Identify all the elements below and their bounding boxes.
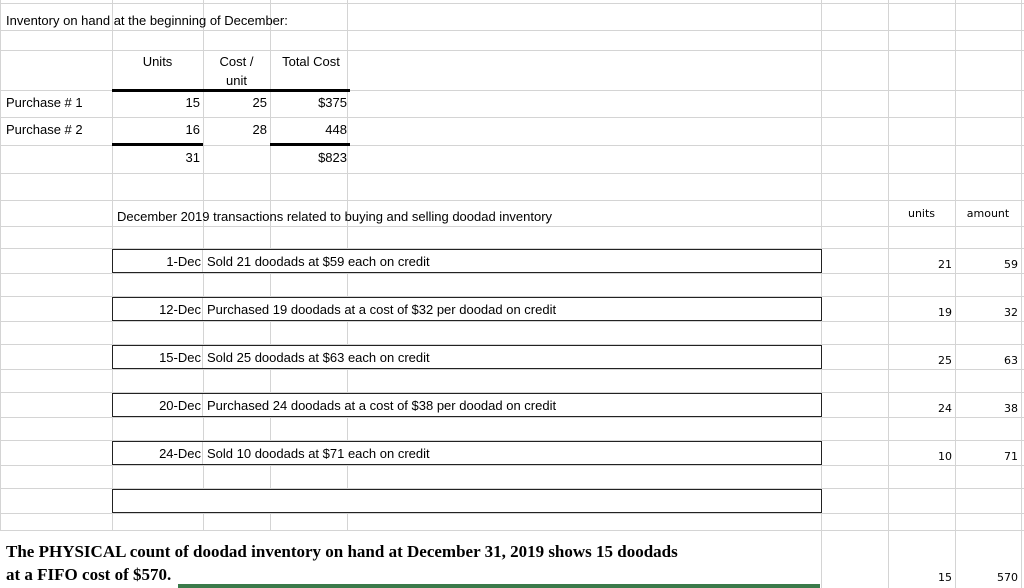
units-cell: 15: [185, 95, 200, 110]
header-units: Units: [142, 54, 173, 69]
physical-line1: The PHYSICAL count of doodad inventory o…: [6, 542, 678, 561]
total-units: 31: [185, 150, 200, 165]
units-cell: 16: [185, 122, 200, 137]
row-label: Purchase # 1: [6, 95, 83, 110]
units-cell: 25: [938, 354, 952, 367]
transaction-row: 20-Dec Purchased 24 doodads at a cost of …: [112, 393, 822, 417]
header-underline: [112, 89, 350, 92]
amount-cell: 71: [1004, 450, 1018, 463]
amount-cell: 38: [1004, 402, 1018, 415]
cost-cell: 28: [252, 122, 267, 137]
date: 15-Dec: [159, 350, 201, 365]
transaction-row: 24-Dec Sold 10 doodads at $71 each on cre…: [112, 441, 822, 465]
description: Purchased 24 doodads at a cost of $38 pe…: [207, 398, 557, 413]
transaction-row: 12-Dec Purchased 19 doodads at a cost of …: [112, 297, 822, 321]
transaction-row: 1-Dec Sold 21 doodads at $59 each on cred…: [112, 249, 822, 273]
amount-cell: 59: [1004, 258, 1018, 271]
description: Sold 21 doodads at $59 each on credit: [207, 254, 430, 269]
physical-units: 15: [938, 571, 952, 584]
description: Sold 10 doodads at $71 each on credit: [207, 446, 430, 461]
date: 24-Dec: [159, 446, 201, 461]
units-cell: 10: [938, 450, 952, 463]
cost-cell: 25: [252, 95, 267, 110]
units-cell: 24: [938, 402, 952, 415]
date: 1-Dec: [166, 254, 201, 269]
row-label: Purchase # 2: [6, 122, 83, 137]
physical-amount: 570: [997, 571, 1018, 584]
amount-cell: 32: [1004, 306, 1018, 319]
transactions-heading: December 2019 transactions related to bu…: [117, 209, 553, 224]
header-cost-unit: unit: [226, 73, 247, 88]
total-cost: $823: [318, 150, 347, 165]
transaction-row: 15-Dec Sold 25 doodads at $63 each on cre…: [112, 345, 822, 369]
col-units: units: [907, 207, 936, 220]
col-amount: amount: [966, 207, 1010, 220]
total-cell: 448: [325, 122, 347, 137]
amount-cell: 63: [1004, 354, 1018, 367]
total-underline-cost: [270, 143, 350, 146]
physical-line2: at a FIFO cost of $570.: [6, 565, 172, 584]
cell-selection-border[interactable]: [178, 584, 820, 588]
physical-bg: [0, 531, 820, 588]
units-cell: 21: [938, 258, 952, 271]
description: Sold 25 doodads at $63 each on credit: [207, 350, 430, 365]
date: 12-Dec: [159, 302, 201, 317]
description: Purchased 19 doodads at a cost of $32 pe…: [207, 302, 557, 317]
units-cell: 19: [938, 306, 952, 319]
title: Inventory on hand at the beginning of De…: [6, 13, 288, 28]
empty-box: [112, 489, 822, 513]
date: 20-Dec: [159, 398, 201, 413]
header-total-cost: Total Cost: [282, 54, 340, 69]
header-cost: Cost /: [219, 54, 254, 69]
total-cell: $375: [318, 95, 347, 110]
total-underline-units: [112, 143, 203, 146]
